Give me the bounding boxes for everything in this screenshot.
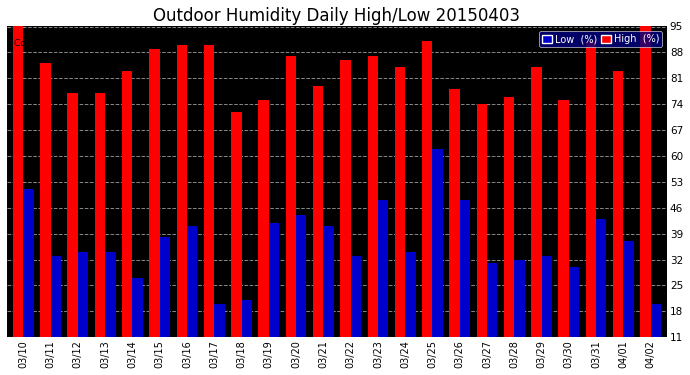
Bar xyxy=(368,56,378,337)
Bar xyxy=(105,252,115,337)
Text: Copyright 2015 Cartronics.com: Copyright 2015 Cartronics.com xyxy=(14,39,155,48)
Bar xyxy=(259,100,269,337)
Bar xyxy=(132,278,143,337)
Bar xyxy=(78,252,88,337)
Bar xyxy=(286,56,296,337)
Bar xyxy=(623,241,633,337)
Bar xyxy=(149,49,159,337)
Bar xyxy=(395,67,405,337)
Bar xyxy=(296,215,306,337)
Bar xyxy=(50,256,61,337)
Bar xyxy=(542,256,552,337)
Bar xyxy=(569,267,579,337)
Bar xyxy=(68,93,78,337)
Bar xyxy=(241,300,252,337)
Title: Outdoor Humidity Daily High/Low 20150403: Outdoor Humidity Daily High/Low 20150403 xyxy=(153,7,520,25)
Bar xyxy=(340,60,351,337)
Bar xyxy=(122,71,132,337)
Bar xyxy=(640,27,651,337)
Bar xyxy=(613,71,623,337)
Legend: Low  (%), High  (%): Low (%), High (%) xyxy=(540,32,662,47)
Bar xyxy=(596,219,607,337)
Bar xyxy=(586,41,596,337)
Bar xyxy=(405,252,415,337)
Bar xyxy=(269,223,279,337)
Bar xyxy=(378,200,388,337)
Bar xyxy=(324,226,334,337)
Bar xyxy=(514,260,524,337)
Bar xyxy=(504,97,514,337)
Bar xyxy=(159,237,170,337)
Bar xyxy=(13,27,23,337)
Bar xyxy=(460,200,470,337)
Bar xyxy=(187,226,197,337)
Bar xyxy=(23,189,34,337)
Bar xyxy=(449,89,460,337)
Bar xyxy=(477,104,487,337)
Bar xyxy=(422,41,433,337)
Bar xyxy=(651,304,661,337)
Bar xyxy=(95,93,105,337)
Bar xyxy=(40,63,50,337)
Bar xyxy=(177,45,187,337)
Bar xyxy=(433,148,443,337)
Bar xyxy=(558,100,569,337)
Bar xyxy=(351,256,361,337)
Bar xyxy=(204,45,214,337)
Bar xyxy=(313,86,324,337)
Bar xyxy=(214,304,225,337)
Bar xyxy=(231,112,241,337)
Bar xyxy=(531,67,542,337)
Bar xyxy=(487,263,497,337)
